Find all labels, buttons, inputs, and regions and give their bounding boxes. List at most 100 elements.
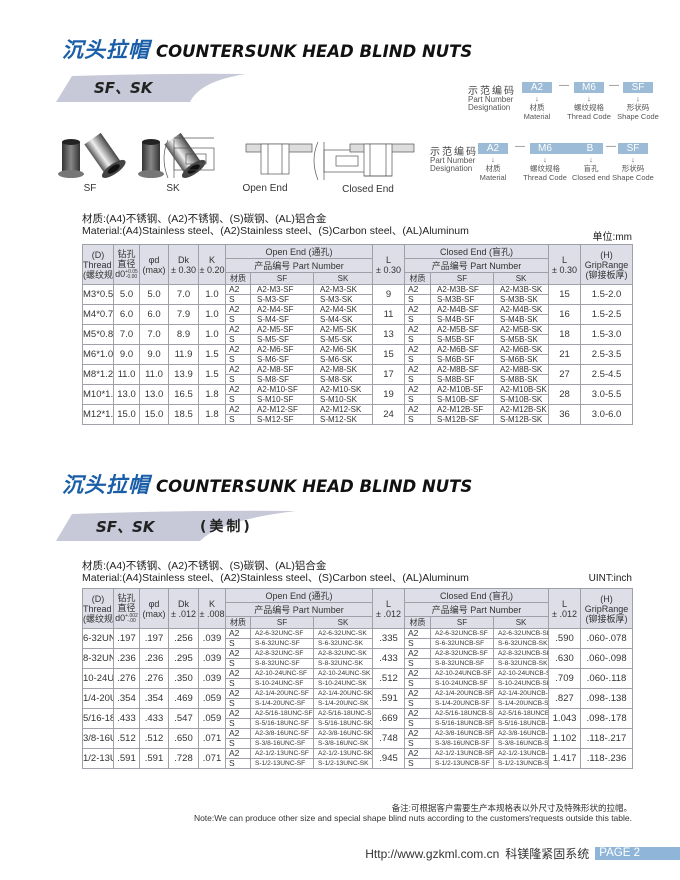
cell-part-open-sk: S-M6-SK [312, 354, 374, 365]
cell-part-closed-sk: A2-M6B-SK [493, 344, 550, 355]
section1-title: 沉头拉帽 COUNTERSUNK HEAD BLIND NUTS [62, 34, 472, 64]
cell-material: S [404, 638, 432, 649]
cell-grip-range: 2.5-3.5 [580, 344, 634, 365]
table-row: 5/16-18UNC .433 .433 .547 .059 A2 A2-5/1… [82, 708, 634, 729]
cell-head-diameter: 13.9 [168, 364, 199, 385]
cell-part-closed-sk: S-1/4-20UNCB-SK [493, 698, 550, 709]
tolerance-lower: -.00 [127, 617, 136, 624]
cell-thread-size: 1/4-20UNC [82, 688, 114, 709]
cell-drill-diameter: .236 [113, 648, 140, 669]
cell-length-closed: 16 [548, 304, 582, 325]
header-text: ± 0.20 [199, 264, 225, 275]
closed-end-section-drawing [349, 143, 415, 177]
cell-head-height: 1.0 [198, 324, 226, 345]
product-illustrations [58, 132, 369, 181]
header-sf: SF [430, 616, 495, 629]
header-text: SF [276, 618, 288, 627]
cell-part-closed-sf: S-M3B-SF [430, 294, 495, 305]
cell-part-open-sk: S-5/16-18UNC-SK [312, 718, 374, 729]
cell-material: A2 [225, 688, 251, 699]
cell-length-open: 13 [372, 324, 406, 345]
cell-grip-range: 3.0-5.5 [580, 384, 634, 405]
cell-material: S [404, 738, 432, 749]
cell-thread-size: 1/2-13UNC [82, 748, 114, 769]
cell-length-open: .335 [372, 628, 406, 649]
cell-material: S [225, 758, 251, 769]
cell-grip-range: .060-.098 [580, 648, 634, 669]
cell-drill-diameter: 5.0 [113, 284, 140, 305]
cell-part-closed-sf: S-1/2-13UNCB-SF [430, 758, 495, 769]
cell-body-diameter: 13.0 [139, 384, 169, 405]
cell-material: A2 [225, 364, 251, 375]
cell-part-open-sf: A2-5/16-18UNC-SF [250, 708, 314, 719]
header-sk: SK [312, 616, 374, 629]
header-text: ± 0.30 [376, 264, 401, 275]
cell-part-open-sk: S-M12-SK [312, 414, 374, 425]
cell-part-open-sk: A2-3/8-16UNC-SK [312, 728, 374, 739]
cell-part-open-sf: S-3/8-16UNC-SF [250, 738, 314, 749]
cell-part-closed-sk: A2-1/2-13UNCB-SK [493, 748, 550, 759]
website-link[interactable]: Http://www.gzkml.com.cn [365, 846, 500, 861]
header-text: Closed End (盲孔) [440, 590, 514, 601]
cell-material: S [225, 638, 251, 649]
header-text: SF [276, 274, 288, 283]
cell-material: A2 [404, 748, 432, 759]
cell-part-closed-sf: S-8-32UNCB-SF [430, 658, 495, 669]
header-text: L [386, 598, 392, 609]
cell-head-diameter: 18.5 [168, 404, 199, 425]
code-material: A2 [478, 143, 508, 154]
material-note: 材质:(A4)不锈钢、(A2)不锈钢、(S)碳钢、(AL)铝合金 Materia… [82, 560, 469, 584]
header-part-number: 产品编号 Part Number [224, 602, 374, 617]
header-text: 材质 [230, 618, 246, 627]
cell-head-diameter: .547 [168, 708, 199, 729]
cell-length-open: 11 [372, 304, 406, 325]
header-text: L [562, 598, 568, 609]
header-text: SK [337, 618, 349, 627]
cell-material: S [225, 334, 251, 345]
table-row: S S-M6-SF S-M6-SK S S-M6B-SF S-M6B-SK [83, 354, 633, 365]
cell-head-diameter: .256 [168, 628, 199, 649]
cell-part-closed-sf: S-5/16-18UNCB-SF [430, 718, 495, 729]
cell-part-open-sf: S-1/4-20UNC-SF [250, 698, 314, 709]
cell-part-closed-sf: A2-6-32UNCB-SF [430, 628, 495, 639]
unit-label: 单位:mm [592, 232, 632, 243]
cell-part-closed-sk: S-1/2-13UNCB-SK [493, 758, 550, 769]
cell-head-height: 1.0 [198, 304, 226, 325]
cell-part-open-sf: A2-M4-SF [250, 304, 314, 315]
code-thread: M6 [574, 82, 604, 93]
header-sf: SF [250, 616, 314, 629]
cell-part-closed-sk: A2-M3B-SK [493, 284, 550, 295]
designation-label-cn: 示范编码 [430, 147, 478, 158]
cell-material: A2 [225, 384, 251, 395]
header-text: 钻孔 [117, 249, 136, 260]
header-material: 材质 [225, 616, 251, 629]
cell-material: S [404, 294, 432, 305]
cell-material: S [225, 314, 251, 325]
cell-part-closed-sf: A2-M10B-SF [430, 384, 495, 395]
cell-drill-diameter: 13.0 [113, 384, 140, 405]
cell-part-closed-sk: A2-3/8-16UNCB-SK [493, 728, 550, 739]
cell-grip-range: .060-.118 [580, 668, 634, 689]
caption-cn: 螺纹规格 [530, 164, 560, 173]
cell-length-closed: 1.417 [548, 748, 582, 769]
material-note: 材质:(A4)不锈钢、(A2)不锈钢、(S)碳钢、(AL)铝合金 Materia… [82, 213, 469, 237]
header-part-number: 产品编号 Part Number [224, 258, 374, 273]
cell-length-closed: 28 [548, 384, 582, 405]
cell-part-open-sf: A2-8-32UNC-SF [250, 648, 314, 659]
cell-part-open-sf: S-6-32UNC-SF [250, 638, 314, 649]
header-text: 材质 [409, 618, 426, 627]
header-closed-end: Closed End (盲孔) [404, 588, 550, 603]
cell-thread-size: M6*1.0 [82, 344, 114, 365]
header-text: GripRange [584, 259, 629, 270]
cell-part-closed-sf: A2-M4B-SF [430, 304, 495, 315]
cell-length-open: .945 [372, 748, 406, 769]
table-row: 1/4-20UNC .354 .354 .469 .059 A2 A2-1/4-… [82, 688, 634, 709]
cell-part-closed-sf: A2-M6B-SF [430, 344, 495, 355]
header-text: 材质 [409, 274, 426, 283]
cell-part-closed-sk: S-8-32UNCB-SK [493, 658, 550, 669]
cell-head-height: 1.8 [198, 384, 226, 405]
cell-body-diameter: 11.0 [139, 364, 169, 385]
cell-head-diameter: .469 [168, 688, 199, 709]
cell-part-closed-sk: A2-M8B-SK [493, 364, 550, 375]
